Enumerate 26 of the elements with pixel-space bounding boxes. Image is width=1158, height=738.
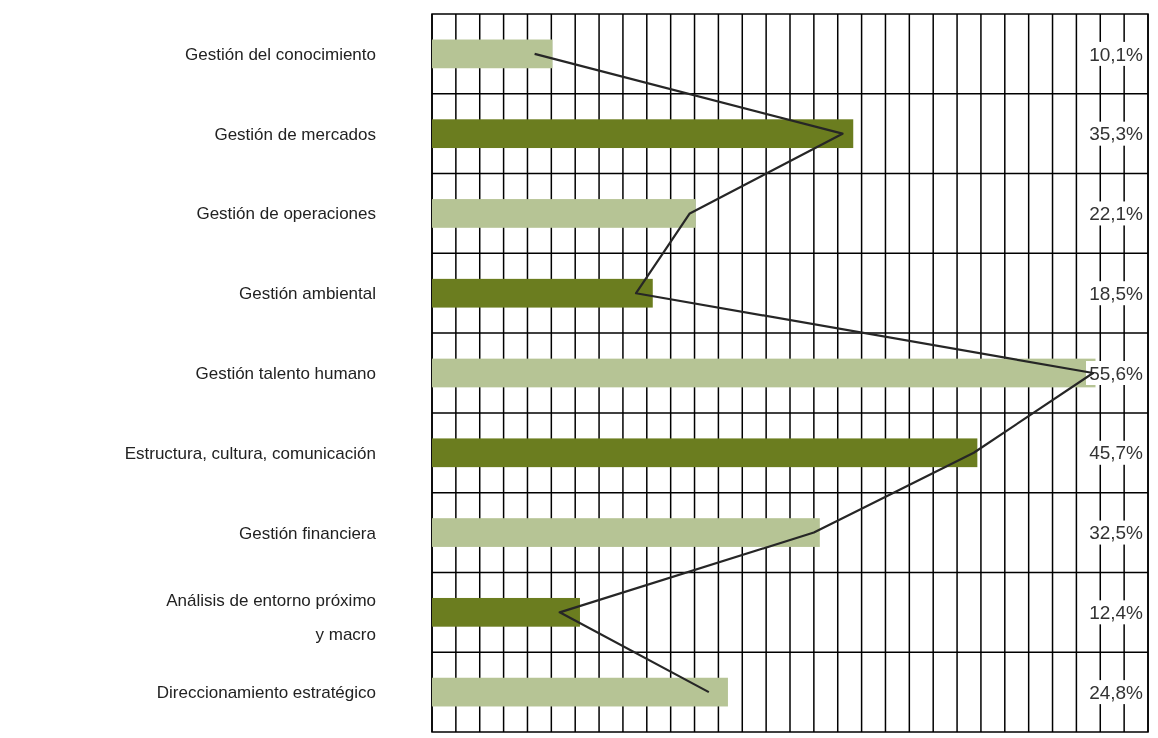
bar [432, 39, 553, 69]
bar [432, 438, 978, 468]
y-tick-label: Gestión de operaciones [196, 204, 376, 224]
y-tick-label: Estructura, cultura, comunicación [124, 443, 376, 463]
data-label: 24,8% [1089, 681, 1144, 703]
bar [432, 278, 653, 308]
data-label: 10,1% [1089, 43, 1144, 65]
bar [432, 677, 728, 707]
y-tick-label: Análisis de entorno próximo y macro [166, 591, 376, 645]
data-label: 35,3% [1089, 123, 1144, 145]
data-label: 22,1% [1089, 203, 1144, 225]
data-label: 18,5% [1089, 282, 1144, 304]
data-label: 55,6% [1089, 362, 1144, 384]
data-label: 12,4% [1089, 601, 1144, 623]
y-tick-label: Gestión ambiental [238, 284, 376, 304]
y-tick-label: Direccionamiento estratégico [156, 683, 376, 703]
data-label: 32,5% [1089, 522, 1144, 544]
bar [432, 518, 820, 547]
y-tick-label: Gestión de mercados [214, 124, 376, 144]
y-tick-label: Gestión del conocimiento [185, 44, 376, 64]
bar [432, 119, 854, 149]
y-tick-label: Gestión financiera [238, 523, 377, 543]
y-tick-label: Gestión talento humano [195, 363, 376, 383]
data-label: 45,7% [1089, 442, 1144, 464]
bar [432, 597, 580, 627]
bar [432, 199, 696, 228]
